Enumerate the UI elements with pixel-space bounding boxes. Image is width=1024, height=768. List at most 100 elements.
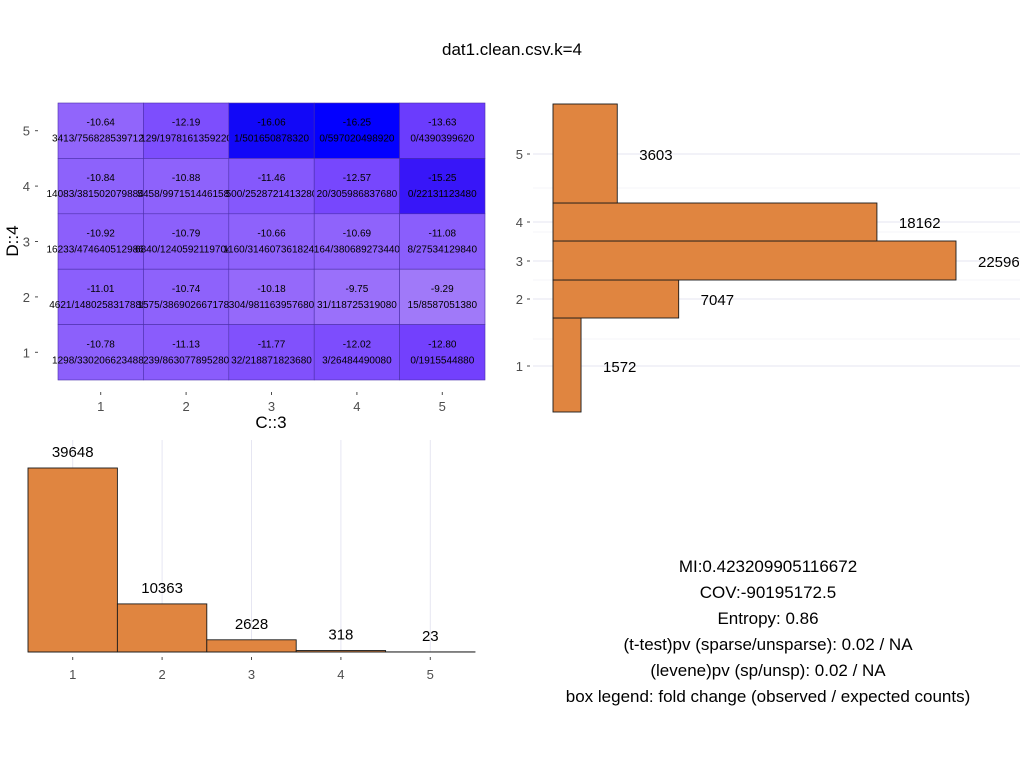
heatmap-x-tick-label: 5 — [439, 399, 446, 414]
right-chart-y-tick-label: 2 — [516, 292, 523, 307]
heatmap: -10.64 3413/7568285397120 -12.19 129/197816… — [23, 102, 486, 414]
heatmap-cell-counts: 1160/3146073618240 — [223, 245, 320, 256]
heatmap-cell — [313, 102, 400, 159]
bottom-chart-bar — [206, 639, 297, 653]
heatmap-cell-fold-change: -13.63 — [428, 118, 457, 129]
heatmap-cell-fold-change: -9.29 — [431, 284, 454, 295]
heatmap-cell-counts: 239/863077895280 — [143, 355, 230, 366]
right-chart-y-tick-label: 4 — [516, 215, 523, 230]
heatmap-cell-fold-change: -12.57 — [343, 173, 372, 184]
heatmap-cell-fold-change: -16.25 — [343, 118, 372, 129]
heatmap-cell-counts: 14083/38150207988480 — [46, 189, 155, 200]
right-chart-bar-label: 3603 — [639, 147, 672, 164]
heatmap-cell-fold-change: -10.66 — [257, 229, 286, 240]
bottom-chart-x-tick-label: 3 — [248, 667, 255, 682]
heatmap-cell — [57, 324, 144, 381]
heatmap-cell-fold-change: -10.69 — [343, 229, 372, 240]
heatmap-cell — [313, 213, 400, 270]
heatmap-cell-fold-change: -12.19 — [172, 118, 201, 129]
heatmap-cell-counts: 164/380689273440 — [314, 245, 401, 256]
heatmap-cell-counts: 1575/3869026671780 — [137, 300, 235, 311]
heatmap-cell-counts: 1298/3302066234880 — [52, 355, 150, 366]
heatmap-cell-counts: 0/597020498920 — [319, 134, 395, 145]
heatmap-cell-counts: 20/305986837680 — [317, 189, 398, 200]
heatmap-cell — [228, 213, 315, 270]
heatmap-cell-fold-change: -10.64 — [87, 118, 116, 129]
heatmap-cell — [57, 213, 144, 270]
chart-title: dat1.clean.csv.k=4 — [442, 40, 582, 59]
heatmap-x-tick-label: 2 — [182, 399, 189, 414]
heatmap-x-tick-label: 1 — [97, 399, 104, 414]
stat-mi: MI:0.423209905116672 — [679, 557, 857, 576]
right-chart-y-tick-label: 3 — [516, 254, 523, 269]
heatmap-cell — [399, 158, 486, 215]
bottom-chart-bar-label: 39648 — [52, 444, 94, 461]
bottom-chart-bar-label: 10363 — [141, 580, 183, 597]
heatmap-cell — [57, 268, 144, 325]
right-chart-bar-label: 22596 — [978, 254, 1020, 271]
heatmap-cell-fold-change: -9.75 — [346, 284, 369, 295]
heatmap-cell — [399, 213, 486, 270]
heatmap-cell — [228, 324, 315, 381]
right-bar-chart: 1572 1 7047 2 22596 3 18162 4 3603 5 — [516, 103, 1020, 413]
heatmap-cell-fold-change: -10.92 — [87, 229, 116, 240]
heatmap-y-tick-label: 3 — [23, 235, 30, 250]
right-chart-bar-label: 1572 — [603, 359, 636, 376]
heatmap-y-tick-label: 1 — [23, 345, 30, 360]
right-chart-bar — [552, 317, 582, 413]
bottom-chart-bar-label: 318 — [328, 627, 353, 644]
bottom-chart-x-tick-label: 1 — [69, 667, 76, 682]
heatmap-cell-counts: 0/22131123480 — [408, 189, 477, 200]
heatmap-cell — [399, 268, 486, 325]
heatmap-cell-counts: 32/218871823680 — [231, 355, 312, 366]
heatmap-cell — [399, 324, 486, 381]
right-chart-bar-label: 7047 — [701, 292, 734, 309]
heatmap-cell — [143, 324, 230, 381]
heatmap-y-tick-label: 4 — [23, 179, 30, 194]
right-chart-bar — [552, 103, 618, 204]
heatmap-cell-counts: 304/981163957680 — [229, 300, 315, 311]
heatmap-cell-counts: 0/1915544880 — [410, 355, 474, 366]
stats-panel: MI:0.423209905116672 COV:-90195172.5 Ent… — [566, 557, 971, 706]
heatmap-cell-fold-change: -16.06 — [257, 118, 286, 129]
heatmap-y-axis-title: D::4 — [3, 225, 22, 256]
bottom-chart-x-tick-label: 4 — [337, 667, 344, 682]
heatmap-cell — [399, 102, 486, 159]
heatmap-cell-fold-change: -11.77 — [258, 339, 286, 350]
heatmap-cell-fold-change: -11.13 — [172, 339, 200, 350]
heatmap-cell-counts: 3413/7568285397120 — [52, 134, 150, 145]
heatmap-cell — [143, 268, 230, 325]
heatmap-cell-fold-change: -10.79 — [172, 229, 201, 240]
right-chart-bar — [552, 279, 680, 319]
stat-entropy: Entropy: 0.86 — [717, 609, 818, 628]
right-chart-bar-label: 18162 — [899, 215, 941, 232]
bottom-chart-bar — [116, 603, 208, 653]
heatmap-cell-fold-change: -10.74 — [172, 284, 201, 295]
right-chart-bar — [552, 240, 957, 281]
right-chart-y-tick-label: 5 — [516, 147, 523, 162]
heatmap-cell-fold-change: -11.01 — [87, 284, 115, 295]
bottom-chart-x-tick-label: 5 — [427, 667, 434, 682]
heatmap-cell-fold-change: -12.02 — [343, 339, 372, 350]
heatmap-cell — [57, 102, 144, 159]
heatmap-cell — [228, 158, 315, 215]
stat-cov: COV:-90195172.5 — [700, 583, 836, 602]
heatmap-cell-fold-change: -11.46 — [258, 173, 286, 184]
heatmap-cell — [143, 102, 230, 159]
heatmap-cell-fold-change: -12.80 — [428, 339, 457, 350]
heatmap-cell — [57, 158, 144, 215]
heatmap-cell-counts: 8/27534129840 — [408, 245, 478, 256]
right-chart-bar — [552, 202, 878, 242]
heatmap-cell-counts: 3/26484490080 — [322, 355, 392, 366]
bottom-chart-bar-label: 23 — [422, 628, 439, 645]
heatmap-cell — [228, 268, 315, 325]
bottom-chart-bar-label: 2628 — [235, 616, 268, 633]
heatmap-cell-fold-change: -15.25 — [428, 173, 457, 184]
stat-box-legend: box legend: fold change (observed / expe… — [566, 687, 971, 706]
heatmap-cell-counts: 16233/47464051298640 — [46, 245, 155, 256]
bottom-bar-chart: 39648 1 10363 2 2628 3 318 4 23 5 — [27, 440, 476, 682]
stat-ttest: (t-test)pv (sparse/unsparse): 0.02 / NA — [623, 635, 913, 654]
heatmap-cell-fold-change: -10.78 — [87, 339, 116, 350]
heatmap-cell-counts: 6840/12405921197040 — [135, 245, 238, 256]
